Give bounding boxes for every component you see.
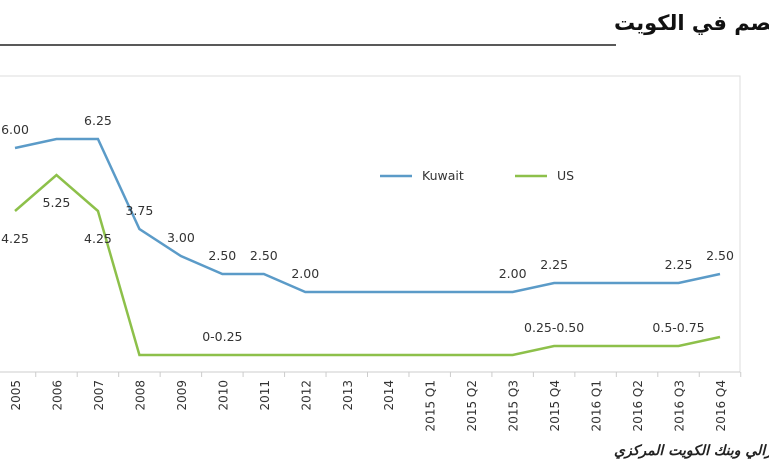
data-label: 0.25-0.50 (524, 320, 584, 335)
x-tick-label: 2012 (299, 380, 313, 411)
x-tick-label: 2005 (9, 380, 23, 411)
data-label: 2.50 (208, 248, 236, 263)
data-label: 3.00 (167, 230, 195, 245)
x-tick-label: 2015 Q4 (548, 380, 562, 431)
data-label: 6.00 (1, 122, 29, 137)
x-tick-label: 2016 Q4 (714, 380, 728, 431)
x-tick-label: 2008 (133, 380, 147, 411)
x-tick-label: 2007 (92, 380, 106, 411)
data-label: 2.00 (291, 266, 319, 281)
x-tick-label: 2013 (341, 380, 355, 411)
data-label: 4.25 (84, 231, 112, 246)
data-label: 2.00 (499, 266, 527, 281)
data-label: 6.25 (84, 113, 112, 128)
data-label: 2.25 (540, 257, 568, 272)
x-tick-label: 2016 Q3 (673, 380, 687, 431)
data-label: 0-0.25 (202, 329, 242, 344)
legend-label: Kuwait (422, 168, 464, 183)
data-label: 4.25 (1, 231, 29, 246)
x-tick-label: 2015 Q1 (424, 380, 438, 431)
x-tick-label: 2009 (175, 380, 189, 411)
series-line (14, 173, 721, 357)
data-label: 0.5-0.75 (652, 320, 704, 335)
data-label: 3.75 (125, 203, 153, 218)
data-label: 5.25 (43, 195, 71, 210)
x-tick-label: 2006 (50, 380, 64, 411)
x-tick-label: 2010 (216, 380, 230, 411)
legend-label: US (557, 168, 574, 183)
chart-title: معدل الفائدة الأمريكية مقابل سعر الخصم ف… (614, 9, 769, 35)
x-tick-label: 2016 Q1 (590, 380, 604, 431)
x-tick-label: 2011 (258, 380, 272, 411)
source-note: المصدر: الاحتياطي الفدرالي وبنك الكويت ا… (614, 443, 769, 459)
series-line (14, 137, 721, 294)
x-tick-label: 2016 Q2 (631, 380, 645, 431)
x-tick-label: 2014 (382, 380, 396, 411)
data-label: 2.25 (665, 257, 693, 272)
data-label: 2.50 (706, 248, 734, 263)
x-tick-label: 2015 Q2 (465, 380, 479, 431)
x-tick-label: 2015 Q3 (507, 380, 521, 431)
data-label: 2.50 (250, 248, 278, 263)
